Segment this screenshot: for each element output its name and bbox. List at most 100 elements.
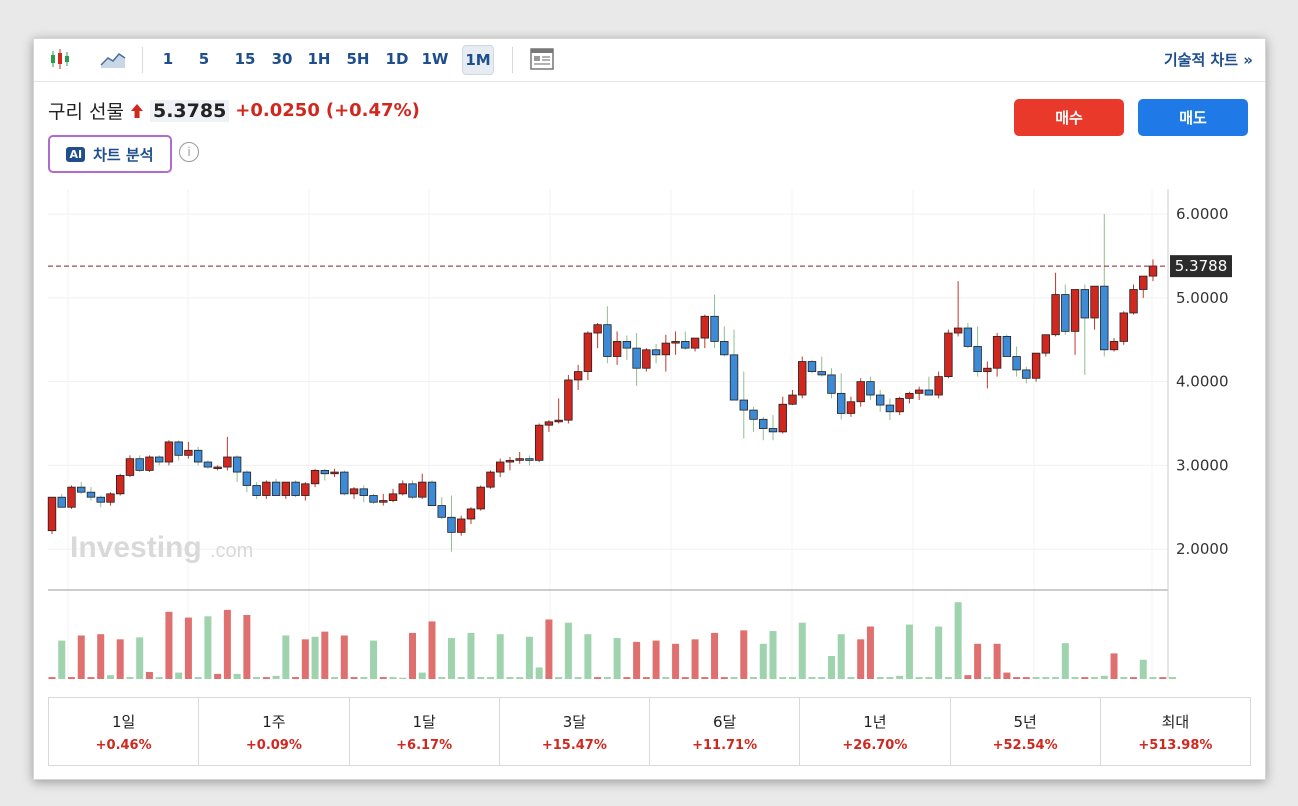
price-chart[interactable]: Investing .com 6.0000 5.0000 4.0000 3.0000 2… [34, 179, 1265, 679]
interval-5h[interactable]: 5H [346, 50, 370, 68]
volume-bar [564, 622, 572, 679]
interval-1m[interactable]: 1M [462, 45, 494, 75]
candle-body [1139, 275, 1148, 290]
volume-bar [243, 615, 251, 679]
candle-body [1090, 285, 1099, 319]
performance-cell: 5년 +52.54% [951, 698, 1101, 765]
candle-body [983, 367, 992, 372]
price-change-pct: (+0.47%) [325, 100, 420, 121]
volume-bar [730, 677, 738, 679]
candle-body [798, 361, 807, 396]
buy-button[interactable]: 매수 [1014, 99, 1124, 136]
candle-body [1109, 341, 1119, 351]
info-icon[interactable]: i [179, 142, 199, 162]
candle-body [953, 327, 963, 334]
volume-bar [535, 667, 543, 679]
volume-bar [292, 677, 300, 679]
volume-bar [87, 677, 95, 679]
interval-30[interactable]: 30 [271, 50, 293, 68]
candle-body [866, 381, 875, 396]
sell-button[interactable]: 매도 [1138, 99, 1248, 136]
volume-bar [662, 677, 670, 679]
candle-body [427, 481, 437, 506]
candle-body [408, 483, 417, 498]
layout-icon[interactable] [528, 45, 556, 73]
volume-bar [944, 677, 952, 679]
volume-bar [106, 675, 114, 679]
volume-bar [613, 638, 621, 679]
candle-body [106, 493, 115, 503]
volume-bar [67, 677, 75, 679]
price-change: +0.0250 [235, 100, 320, 121]
performance-cell: 1년 +26.70% [800, 698, 951, 765]
volume-bar [155, 677, 163, 679]
volume-bar [711, 632, 719, 679]
volume-bar [399, 677, 407, 679]
interval-1d[interactable]: 1D [385, 50, 409, 68]
candle-body [1119, 312, 1128, 342]
candle-body [96, 496, 105, 503]
candle-body [720, 341, 729, 356]
candle-body [807, 361, 817, 372]
volume-bar [477, 677, 485, 679]
last-price-line: 5.3788 [48, 255, 1232, 278]
candle-body [486, 471, 495, 488]
candle-body [418, 481, 427, 498]
candle-body [213, 466, 222, 469]
candle-body [593, 324, 602, 334]
volume-bar [1110, 653, 1118, 679]
candle-body [583, 332, 593, 372]
volume-bar [1120, 677, 1128, 679]
technical-chart-link[interactable]: 기술적 차트 » [1163, 51, 1253, 69]
volume-bar [808, 677, 816, 679]
performance-cell: 3달 +15.47% [500, 698, 650, 765]
candle-body [1129, 289, 1138, 314]
instrument-header: 구리 선물 5.3785 +0.0250 (+0.47%) [48, 97, 420, 124]
performance-period: 6달 [712, 712, 737, 731]
candlestick-icon[interactable] [46, 45, 74, 73]
candle-body [632, 347, 641, 369]
performance-table: 1일 +0.46% 1주 +0.09% 1달 +6.17% 3달 +15.47% 6달 +11.7… [48, 697, 1251, 766]
performance-period: 1주 [262, 712, 286, 731]
volume-bar [1159, 677, 1167, 679]
interval-1w[interactable]: 1W [421, 50, 449, 68]
candle-body [77, 486, 86, 493]
candle-body [603, 324, 612, 357]
volume-bar [896, 675, 904, 679]
volume-bar [594, 677, 602, 679]
candle-body [700, 315, 710, 339]
candle-body [905, 392, 914, 399]
volume-bar [253, 677, 261, 679]
volume-bar [857, 639, 865, 679]
performance-cell: 6달 +11.71% [650, 698, 801, 765]
candle-body [369, 495, 378, 503]
volume-bar [145, 671, 153, 679]
ai-chart-analysis-button[interactable]: AI 차트 분석 [48, 135, 172, 173]
interval-1[interactable]: 1 [162, 50, 174, 68]
candle-body [398, 483, 407, 495]
candle-body [1100, 285, 1109, 351]
volume-bar [194, 677, 202, 679]
candle-body [505, 459, 515, 463]
instrument-name: 구리 선물 [48, 101, 124, 123]
candle-body [944, 332, 953, 378]
volume-bar [165, 611, 173, 679]
y-tick-label: 3.0000 [1176, 456, 1229, 474]
area-chart-icon[interactable] [98, 45, 128, 73]
candle-body [1012, 356, 1021, 371]
interval-15[interactable]: 15 [234, 50, 256, 68]
interval-5[interactable]: 5 [198, 50, 210, 68]
volume-bar [516, 677, 524, 679]
candle-body [768, 428, 778, 433]
candle-body [1061, 294, 1070, 332]
last-price: 5.3785 [149, 99, 230, 122]
volume-bar [418, 672, 426, 679]
toolbar-divider [142, 47, 143, 73]
interval-1h[interactable]: 1H [307, 50, 331, 68]
volume-bar [204, 616, 212, 679]
watermark-logo: Investing [70, 531, 202, 564]
volume-bar [370, 640, 378, 679]
candle-body [359, 488, 368, 496]
volume-bar [486, 677, 494, 679]
candle-body [184, 449, 193, 456]
